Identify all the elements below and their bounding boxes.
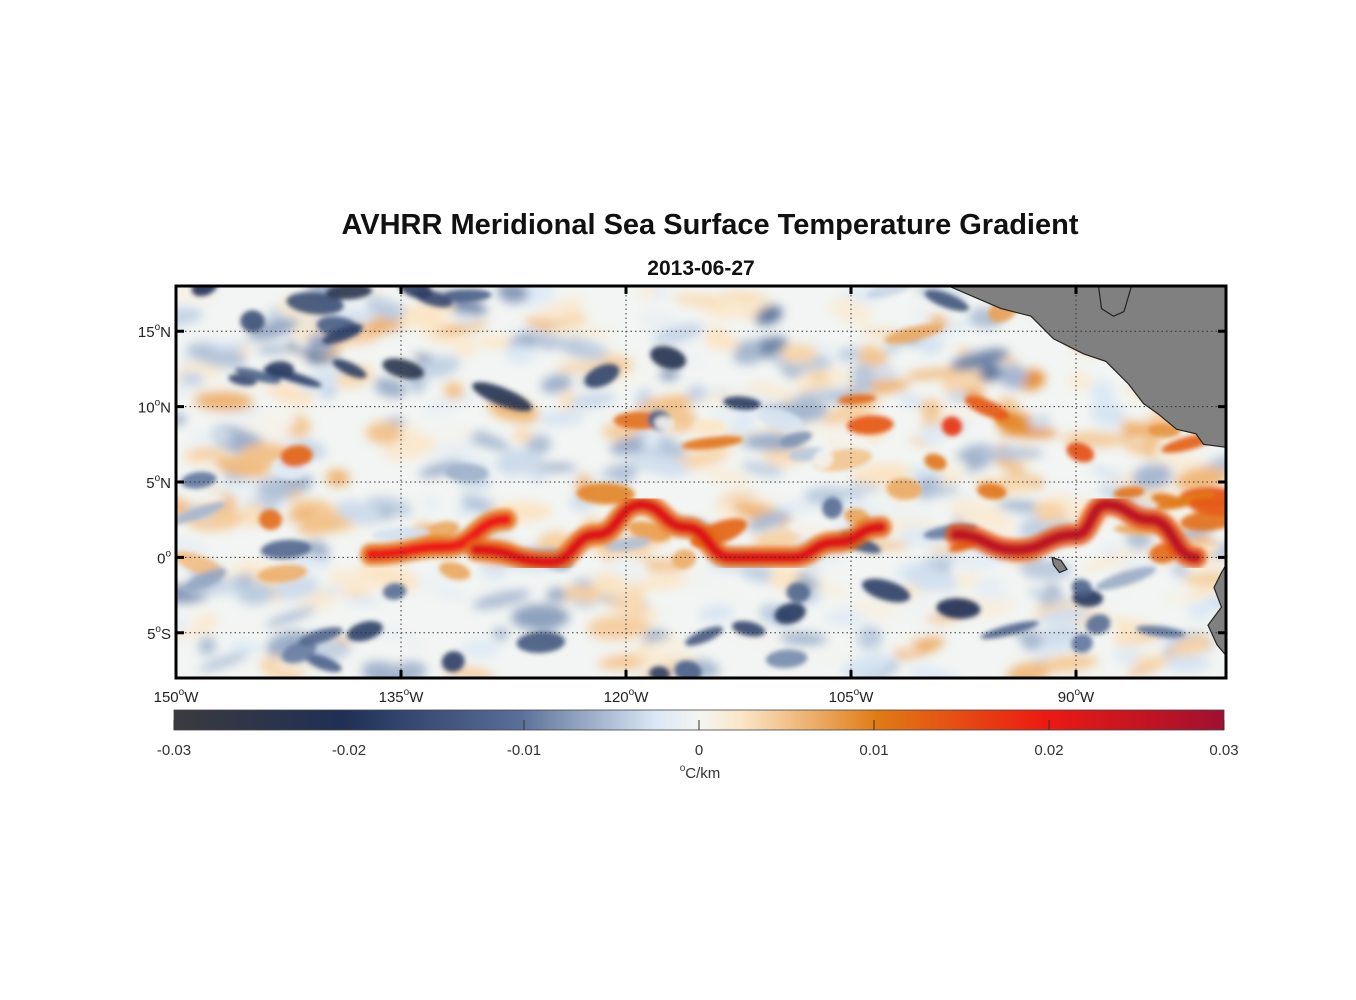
lat-tick-label: 5oS bbox=[147, 624, 171, 643]
map-panel: 150oW 135oW 120oW 105oW 90oW 15oN 10oN 5oN 0o 5oS bbox=[138, 273, 1254, 706]
colorbar-tick-label: -0.02 bbox=[332, 742, 366, 759]
lat-tick-label: 5oN bbox=[146, 473, 171, 492]
lat-tick-label: 15oN bbox=[138, 322, 171, 341]
lon-tick-label: 105oW bbox=[829, 687, 875, 706]
chart-subtitle: 2013-06-27 bbox=[647, 257, 754, 280]
colorbar-tick-label: 0 bbox=[695, 742, 703, 759]
lat-tick-label: 10oN bbox=[138, 398, 171, 417]
field-patch bbox=[977, 447, 1044, 459]
chart-title: AVHRR Meridional Sea Surface Temperature… bbox=[341, 209, 1078, 241]
colorbar-tick-label: 0.02 bbox=[1034, 742, 1063, 759]
field-patch bbox=[492, 628, 508, 641]
lon-tick-label: 150oW bbox=[154, 687, 200, 706]
lat-tick-label: 0o bbox=[157, 548, 171, 567]
colorbar-tick-label: -0.03 bbox=[157, 742, 191, 759]
field-patch bbox=[1116, 624, 1132, 647]
colorbar-tick-label: -0.01 bbox=[507, 742, 541, 759]
colorbar-tick-label: 0.01 bbox=[859, 742, 888, 759]
lon-tick-label: 90oW bbox=[1058, 687, 1095, 706]
lon-tick-label: 135oW bbox=[379, 687, 425, 706]
colorbar-units: oC/km bbox=[680, 763, 721, 782]
colorbar-tick-label: 0.03 bbox=[1209, 742, 1238, 759]
field-patch bbox=[366, 422, 403, 444]
field-patch bbox=[461, 640, 499, 660]
lon-tick-label: 120oW bbox=[604, 687, 650, 706]
colorbar: -0.03 -0.02 -0.01 0 0.01 0.02 0.03 oC/km bbox=[157, 710, 1239, 782]
